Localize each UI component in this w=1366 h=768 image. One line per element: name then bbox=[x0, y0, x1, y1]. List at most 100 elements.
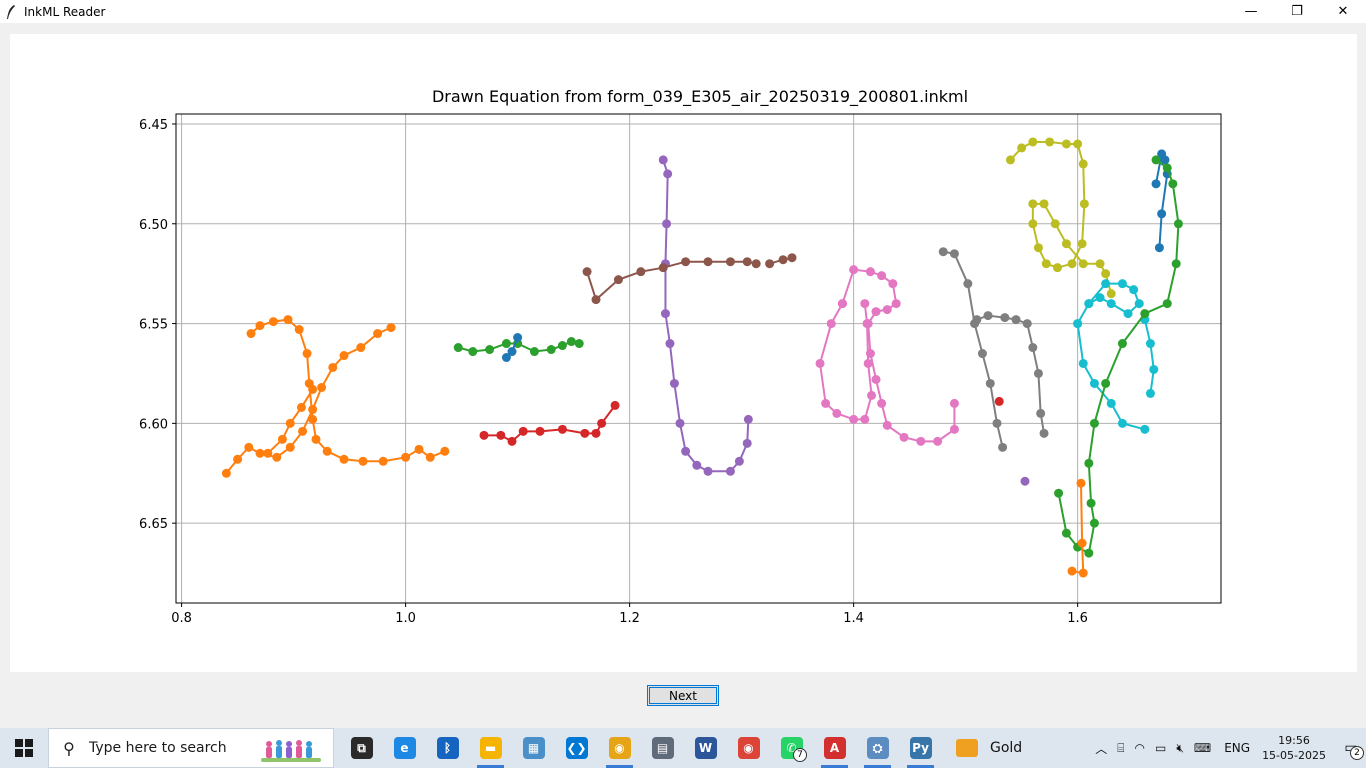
stroke-point bbox=[591, 295, 601, 305]
notification-center-button[interactable]: ▭ 2 bbox=[1336, 728, 1366, 768]
search-icon: ⚲ bbox=[63, 738, 75, 758]
minimize-button[interactable]: — bbox=[1228, 0, 1274, 23]
stroke-point bbox=[296, 402, 306, 412]
chrome-taskbar-button[interactable]: ◉ bbox=[727, 728, 770, 768]
stroke-15 bbox=[1140, 315, 1159, 398]
acrobat-taskbar-button[interactable]: A bbox=[813, 728, 856, 768]
clock-date: 15-05-2025 bbox=[1262, 749, 1326, 762]
taskbar-search-box[interactable]: ⚲ Type here to search bbox=[48, 728, 334, 768]
stroke-point bbox=[1011, 315, 1021, 325]
bluetooth-taskbar-button[interactable]: ᛒ bbox=[426, 728, 469, 768]
chrome-canary-taskbar-button[interactable]: ◉ bbox=[598, 728, 641, 768]
stroke-point bbox=[1052, 263, 1062, 273]
stroke-point bbox=[1168, 179, 1178, 189]
stroke-point bbox=[1089, 518, 1099, 528]
stroke-point bbox=[862, 319, 872, 329]
stroke-7 bbox=[582, 257, 761, 305]
keyboard-icon[interactable]: ⌨ bbox=[1193, 741, 1212, 755]
stroke-point bbox=[285, 442, 295, 452]
battery-icon[interactable]: ▭ bbox=[1154, 741, 1167, 755]
stroke-point bbox=[985, 378, 995, 388]
stroke-13 bbox=[1005, 137, 1116, 299]
chevron-up-icon[interactable]: ︿ bbox=[1095, 741, 1108, 756]
stroke-point bbox=[1162, 163, 1172, 173]
stroke-point bbox=[339, 454, 349, 464]
calculator-taskbar-button[interactable]: ▤ bbox=[641, 728, 684, 768]
stroke-point bbox=[496, 430, 506, 440]
stroke-point bbox=[378, 456, 388, 466]
stroke-point bbox=[1039, 428, 1049, 438]
whatsapp-taskbar-button[interactable]: ✆ 7 bbox=[770, 728, 813, 768]
axes-frame bbox=[175, 113, 1222, 604]
stroke-point bbox=[566, 337, 576, 347]
stroke-point bbox=[751, 259, 761, 269]
python-icon: Py bbox=[909, 737, 932, 759]
stroke-point bbox=[1061, 528, 1071, 538]
stroke-0 bbox=[221, 323, 396, 478]
clock[interactable]: 19:56 15-05-2025 bbox=[1262, 733, 1326, 763]
network-app-taskbar-button[interactable]: ⛭ bbox=[856, 728, 899, 768]
stroke-point bbox=[1028, 219, 1038, 229]
stroke-point bbox=[1123, 309, 1133, 319]
stroke-point bbox=[501, 339, 511, 349]
stroke-point bbox=[1149, 364, 1159, 374]
stroke-point bbox=[1095, 293, 1105, 303]
stroke-point bbox=[1157, 209, 1167, 219]
stroke-2 bbox=[263, 384, 318, 458]
control-panel-taskbar-button[interactable]: ▦ bbox=[512, 728, 555, 768]
volume-muted-icon[interactable]: 🔇︎ bbox=[1176, 740, 1184, 755]
x-tick-label: 0.8 bbox=[171, 611, 192, 626]
edge-taskbar-button[interactable]: e bbox=[383, 728, 426, 768]
word-taskbar-button[interactable]: W bbox=[684, 728, 727, 768]
stroke-point bbox=[660, 309, 670, 319]
stroke-point bbox=[557, 341, 567, 351]
language-indicator[interactable]: ENG bbox=[1224, 741, 1251, 755]
stroke-point bbox=[1073, 319, 1083, 329]
stroke-point bbox=[1171, 259, 1181, 269]
acrobat-icon: A bbox=[823, 737, 846, 759]
stroke-point bbox=[1134, 299, 1144, 309]
stroke-point bbox=[1173, 219, 1183, 229]
usb-icon[interactable]: ⌸ bbox=[1117, 740, 1125, 755]
close-button[interactable]: ✕ bbox=[1320, 0, 1366, 23]
stroke-point bbox=[302, 349, 312, 359]
stroke-point bbox=[468, 347, 478, 357]
file-explorer-taskbar-button[interactable]: ▬ bbox=[469, 728, 512, 768]
stroke-point bbox=[994, 396, 1004, 406]
stroke-point bbox=[244, 442, 254, 452]
maximize-button[interactable]: ❐ bbox=[1274, 0, 1320, 23]
tick-labels: 0.8 1.0 1.2 1.4 1.6 6.45 6.50 6.55 6.60 6.65 bbox=[139, 118, 1088, 626]
stroke-point bbox=[1140, 309, 1150, 319]
stroke-point bbox=[849, 265, 859, 275]
stroke-line bbox=[457, 340, 580, 353]
task-view-taskbar-button[interactable]: ⧉ bbox=[340, 728, 383, 768]
gold-widget[interactable]: Gold bbox=[956, 728, 1022, 768]
y-tick-label: 6.60 bbox=[139, 417, 168, 432]
stroke-point bbox=[501, 353, 511, 363]
stroke-point bbox=[546, 345, 556, 355]
stroke-point bbox=[1079, 199, 1089, 209]
next-button[interactable]: Next bbox=[647, 685, 719, 706]
stroke-point bbox=[658, 155, 668, 165]
stroke-line bbox=[1071, 483, 1085, 575]
python-taskbar-button[interactable]: Py bbox=[899, 728, 942, 768]
stroke-point bbox=[597, 418, 607, 428]
stroke-5 bbox=[479, 400, 620, 446]
stroke-point bbox=[328, 362, 338, 372]
stroke-point bbox=[1054, 488, 1064, 498]
stroke-point bbox=[1101, 269, 1111, 279]
stroke-point bbox=[821, 398, 831, 408]
chrome-canary-icon: ◉ bbox=[608, 737, 631, 759]
stroke-point bbox=[826, 319, 836, 329]
stroke-point bbox=[871, 374, 881, 384]
stroke-point bbox=[1033, 368, 1043, 378]
wifi-icon[interactable]: ◠ bbox=[1134, 741, 1145, 755]
stroke-point bbox=[1005, 155, 1015, 165]
stroke-point bbox=[356, 343, 366, 353]
stroke-point bbox=[681, 446, 691, 456]
start-button[interactable] bbox=[0, 728, 48, 768]
stroke-point bbox=[1050, 219, 1060, 229]
vscode-taskbar-button[interactable]: ❮❯ bbox=[555, 728, 598, 768]
stroke-point bbox=[386, 323, 396, 333]
stroke-point bbox=[1117, 339, 1127, 349]
